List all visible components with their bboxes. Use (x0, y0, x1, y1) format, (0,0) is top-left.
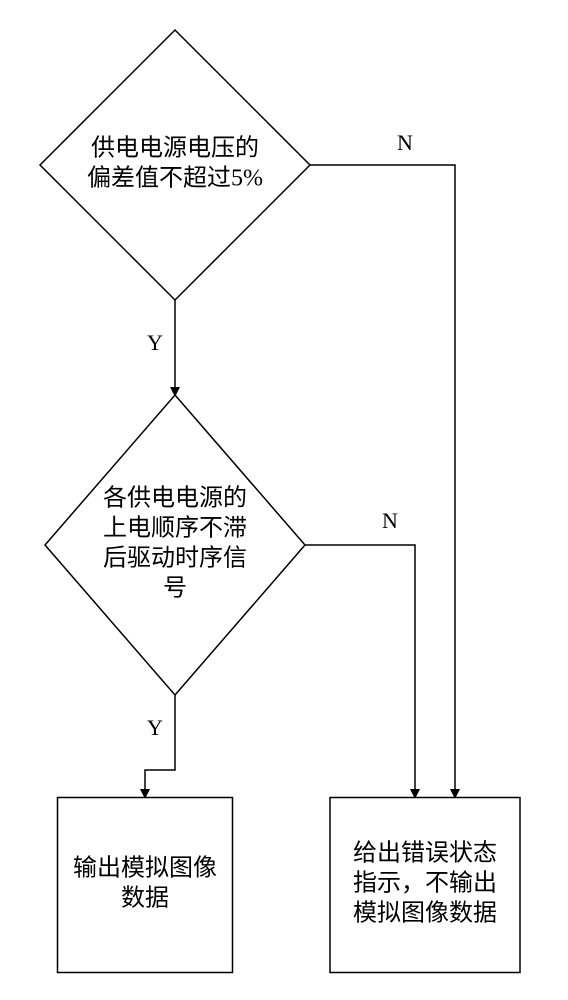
node-text: 输出模拟图像 (73, 855, 217, 882)
node-text: 给出错误状态 (353, 840, 497, 867)
node-text: 偏差值不超过5% (87, 165, 263, 192)
node-text: 各供电电源的 (103, 485, 247, 512)
edge (310, 165, 455, 797)
node-text: 后驱动时序信 (103, 545, 247, 572)
node-text: 数据 (121, 885, 169, 912)
edge-label: N (397, 130, 413, 155)
node-text: 指示，不输出 (353, 870, 497, 897)
edge (305, 545, 415, 797)
node-text: 上电顺序不滞 (103, 515, 247, 542)
edge-label: Y (147, 715, 163, 740)
edge-label: Y (147, 330, 163, 355)
node-text: 号 (163, 576, 187, 602)
node-text: 供电电源电压的 (91, 135, 259, 162)
edge (145, 695, 175, 797)
edge-label: N (382, 508, 398, 533)
node-text: 模拟图像数据 (353, 900, 497, 927)
